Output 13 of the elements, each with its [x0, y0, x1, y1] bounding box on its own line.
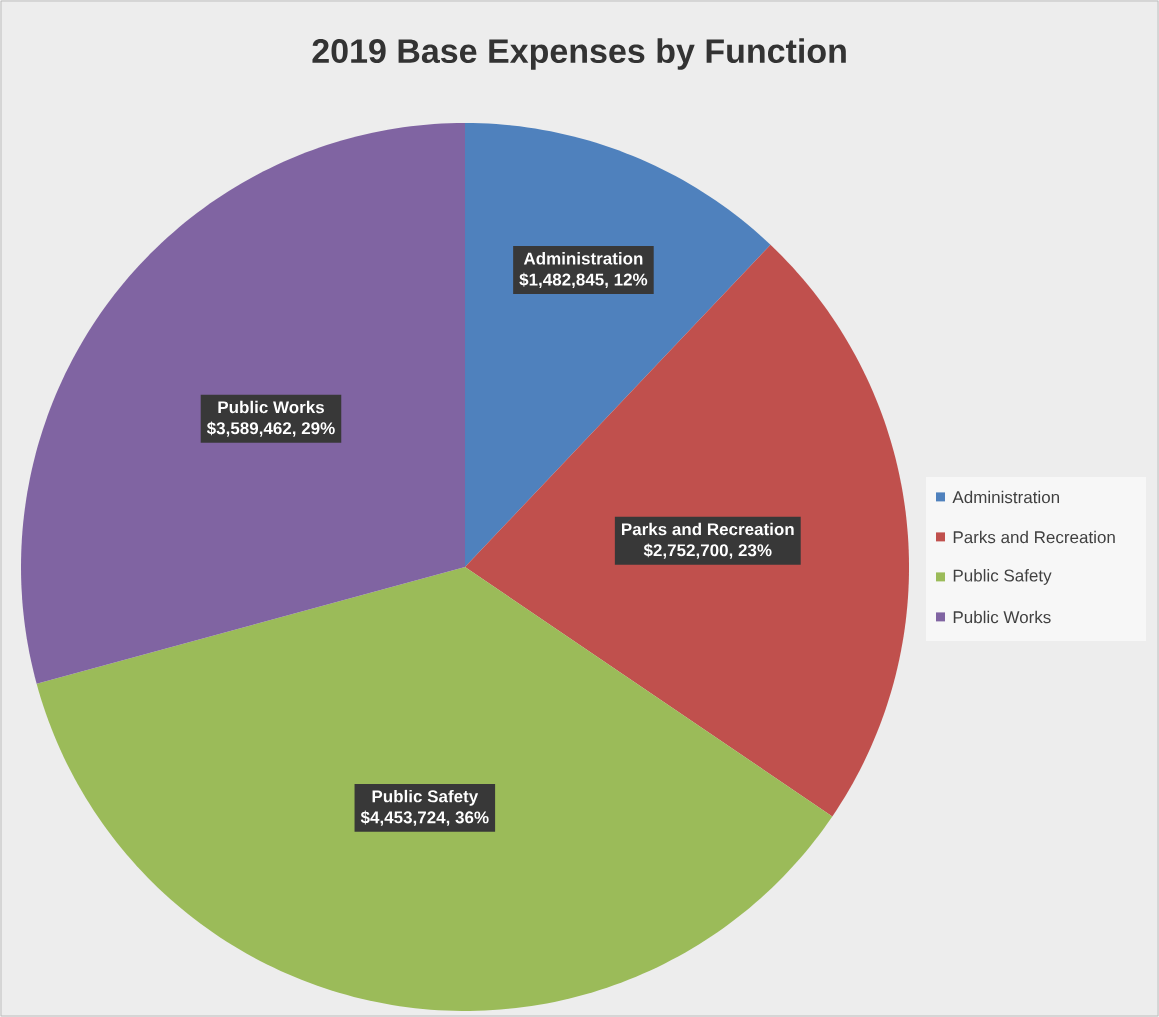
data-label: $3,589,462, 29%: [206, 421, 335, 437]
chart-title: 2019 Base Expenses by Function: [312, 38, 846, 70]
data-label: $1,482,845, 12%: [519, 272, 648, 289]
data-label: $4,453,724, 36%: [360, 810, 489, 826]
slice-label: Parks and Recreation: [621, 522, 794, 536]
legend-label: Public Safety: [953, 569, 1052, 585]
slice-label: Public Safety: [372, 789, 479, 806]
slice-label: Administration: [523, 252, 643, 265]
legend-label: Administration: [952, 490, 1059, 504]
slice-label: Public Works: [218, 400, 324, 414]
legend-label: Public Works: [953, 610, 1051, 624]
data-label: $2,752,700, 23%: [643, 543, 772, 559]
legend-label: Parks and Recreation: [953, 530, 1115, 544]
